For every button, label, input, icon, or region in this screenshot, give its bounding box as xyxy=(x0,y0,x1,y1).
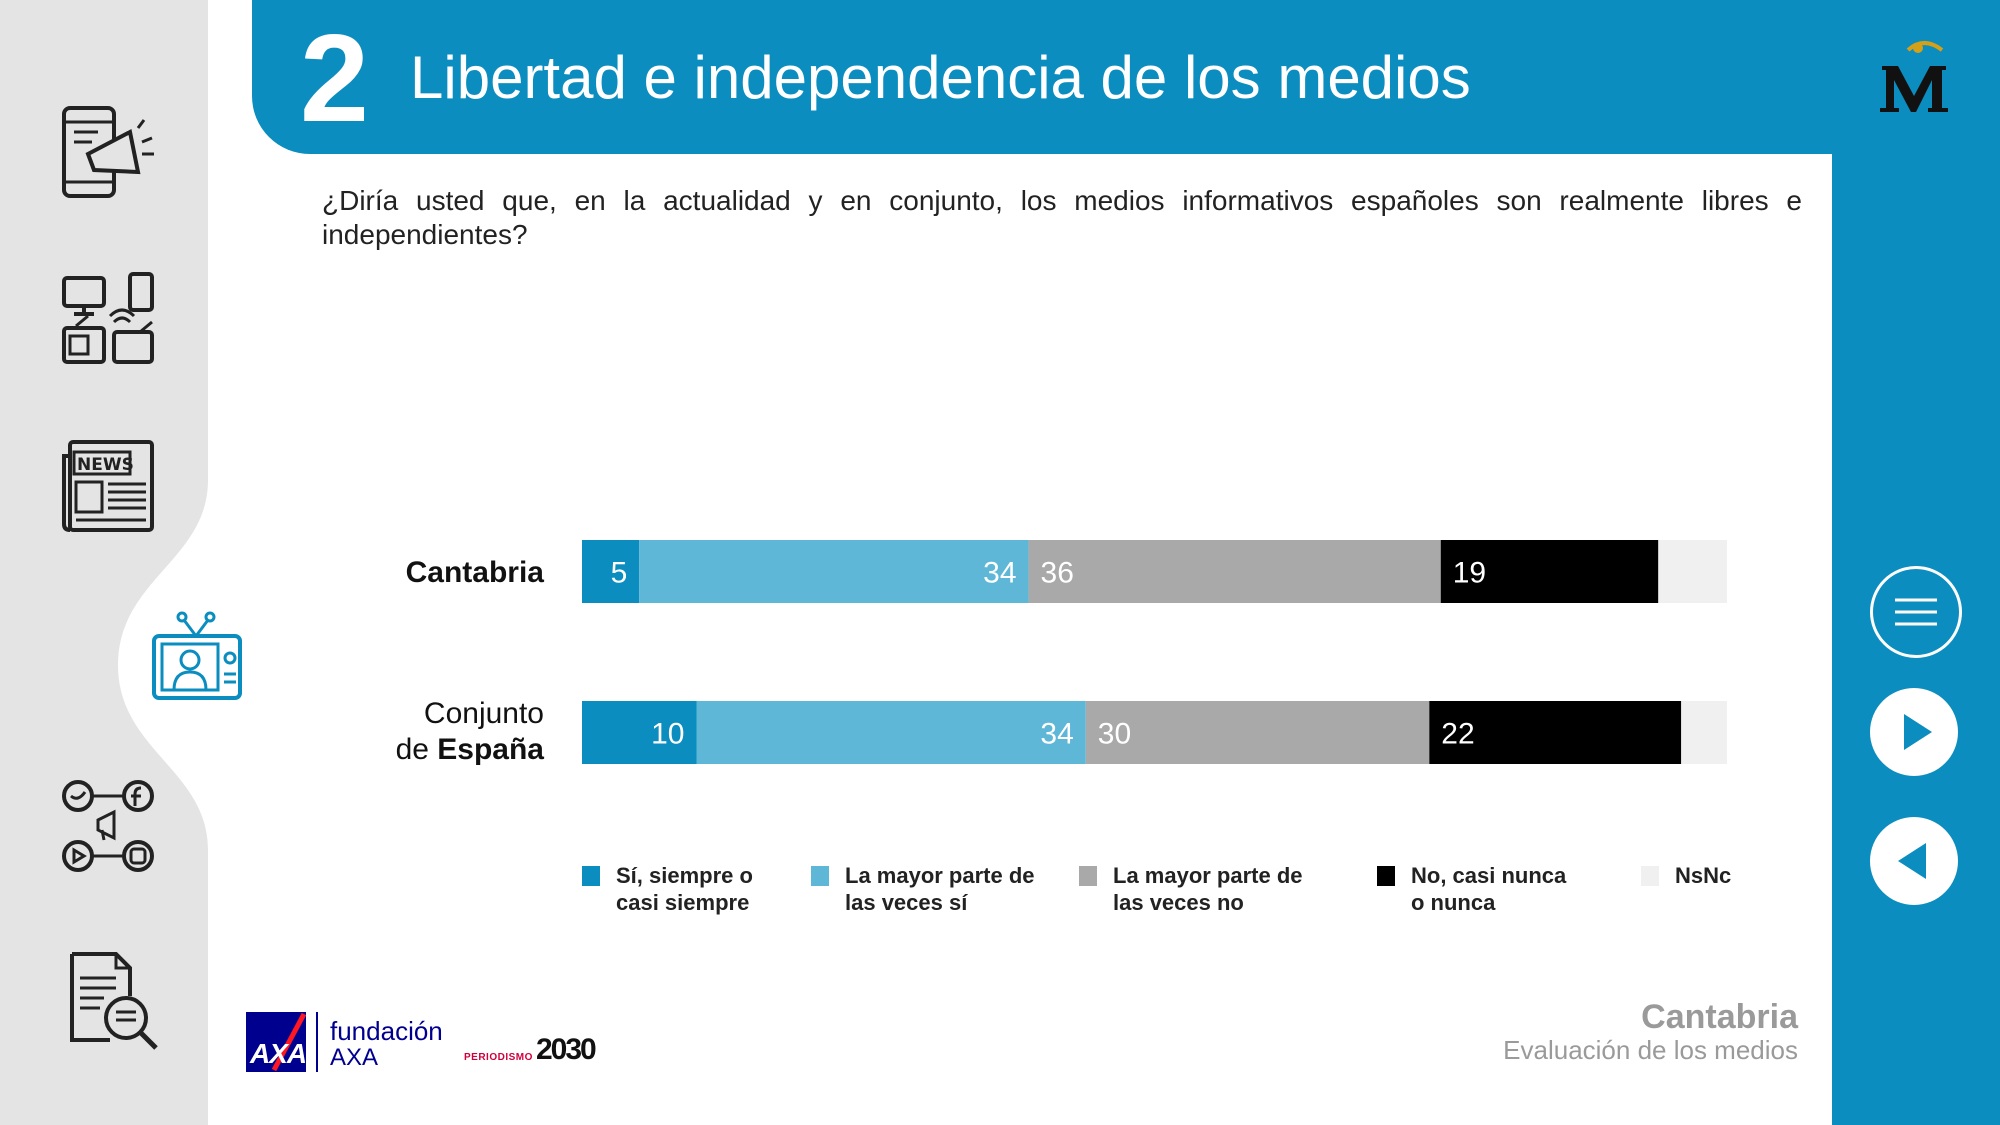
legend-label: La mayor parte de las veces sí xyxy=(845,863,1035,915)
data-label-cantabria-no-casi-nunca-o-nunca: 19 xyxy=(1453,557,1486,590)
bar-conjunto-de-espana-si-siempre-o-casi-siempre xyxy=(582,701,697,764)
data-label-conjunto-de-espana-si-siempre-o-casi-siempre: 10 xyxy=(651,718,684,751)
row-label-espana: Conjunto de España xyxy=(304,696,544,768)
page-title: Libertad e independencia de los medios xyxy=(410,44,1471,111)
data-label-cantabria-la-mayor-parte-de-las-veces-si: 34 xyxy=(983,557,1016,590)
legend-label: No, casi nunca o nunca xyxy=(1411,863,1567,915)
sidebar-item-tv-active[interactable] xyxy=(148,606,248,706)
data-label-conjunto-de-espana-no-casi-nunca-o-nunca: 22 xyxy=(1441,718,1474,751)
data-label-conjunto-de-espana-la-mayor-parte-de-las-veces-no: 30 xyxy=(1098,718,1131,751)
axa-logo-slash-icon xyxy=(271,1012,307,1072)
footer-subtitle: Evaluación de los medios xyxy=(1503,1035,1798,1065)
legend-swatch xyxy=(1377,866,1395,886)
bar-cantabria-la-mayor-parte-de-las-veces-no xyxy=(1028,540,1441,603)
legend-swatch xyxy=(811,866,829,886)
footer-region: Cantabria xyxy=(1641,998,1798,1036)
legend-swatch xyxy=(582,866,600,886)
newspaper-icon: NEWS xyxy=(62,440,154,532)
legend-swatch xyxy=(1079,866,1097,886)
axa-logo-text: AXA xyxy=(250,1038,307,1069)
sidebar-item-document-search[interactable] xyxy=(64,950,164,1050)
data-label-cantabria-la-mayor-parte-de-las-veces-no: 36 xyxy=(1041,557,1074,590)
bar-conjunto-de-espana-la-mayor-parte-de-las-veces-si xyxy=(696,701,1086,764)
social-media-icon xyxy=(62,780,154,872)
bar-cantabria-si-siempre-o-casi-siempre xyxy=(582,540,640,603)
fundacion-logo-line2: AXA xyxy=(330,1044,379,1071)
data-label-conjunto-de-espana-la-mayor-parte-de-las-veces-si: 34 xyxy=(1040,718,1073,751)
survey-question: ¿Diría usted que, en la actualidad y en … xyxy=(322,185,1802,250)
next-button[interactable] xyxy=(1870,688,1958,776)
document-search-icon xyxy=(70,952,158,1050)
periodismo-logo-year: 2030 xyxy=(536,1033,597,1066)
logo-divider xyxy=(316,1012,318,1072)
sidebar-item-devices[interactable] xyxy=(58,268,158,368)
bar-conjunto-de-espana-nsnc xyxy=(1681,701,1727,764)
row-label-cantabria-text: Cantabria xyxy=(405,556,544,589)
sidebar-item-mobile-megaphone[interactable] xyxy=(58,102,158,202)
row-label-espana-de: de xyxy=(395,733,429,766)
bar-cantabria-nsnc xyxy=(1658,540,1727,603)
menu-icon xyxy=(1895,598,1937,626)
previous-button[interactable] xyxy=(1870,817,1958,905)
legend-label: Sí, siempre o casi siempre xyxy=(616,863,753,915)
next-arrow-icon xyxy=(1904,714,1932,750)
mobile-megaphone-icon xyxy=(62,106,154,198)
section-number: 2 xyxy=(300,10,369,148)
devices-icon xyxy=(62,272,154,364)
legend-swatch xyxy=(1641,866,1659,886)
tv-presenter-icon xyxy=(152,611,242,700)
legend-label: NsNc xyxy=(1675,863,1732,888)
sidebar-item-social[interactable] xyxy=(58,776,158,876)
bar-conjunto-de-espana-no-casi-nunca-o-nunca xyxy=(1429,701,1682,764)
bar-cantabria-la-mayor-parte-de-las-veces-si xyxy=(639,540,1029,603)
row-label-espana-line1: Conjunto xyxy=(423,697,544,730)
periodismo-logo-small: PERIODISMO xyxy=(464,1052,533,1063)
row-label-cantabria: Cantabria xyxy=(304,555,544,591)
right-navigation-rail xyxy=(1832,0,2000,1125)
bar-cantabria-no-casi-nunca-o-nunca xyxy=(1440,540,1659,603)
axa-logo xyxy=(246,1012,307,1072)
row-label-espana-bold: España xyxy=(437,733,544,766)
sidebar: NEWS xyxy=(0,0,242,1125)
newspaper-icon-text: NEWS xyxy=(77,455,134,475)
previous-arrow-icon xyxy=(1898,843,1926,879)
bar-conjunto-de-espana-la-mayor-parte-de-las-veces-no xyxy=(1085,701,1430,764)
brand-logo-icon xyxy=(1880,41,1948,112)
fundacion-logo-line1: fundación xyxy=(330,1016,443,1046)
sidebar-item-newspaper[interactable]: NEWS xyxy=(58,436,158,536)
row-label-espana-line2: de España xyxy=(304,732,544,768)
legend-label: La mayor parte de las veces no xyxy=(1113,863,1303,915)
header-band xyxy=(252,0,2000,154)
data-label-cantabria-si-siempre-o-casi-siempre: 5 xyxy=(611,557,628,590)
menu-button[interactable] xyxy=(1870,566,1962,658)
